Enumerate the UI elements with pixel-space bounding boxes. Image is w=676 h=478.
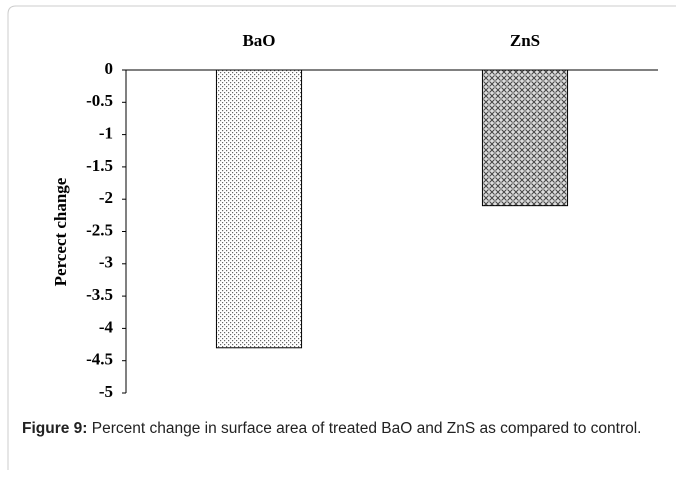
x-tick-label: ZnS	[510, 31, 540, 50]
y-tick-label: -1.5	[86, 156, 113, 175]
y-axis-label: Percect change	[51, 177, 70, 286]
y-tick-label: -5	[99, 382, 113, 401]
y-tick-label: -1	[99, 124, 113, 143]
y-tick-label: -0.5	[86, 91, 113, 110]
bar	[481, 69, 569, 207]
caption: Figure 9: Percent change in surface area…	[22, 418, 656, 440]
y-tick-label: -3	[99, 253, 113, 272]
y-tick-label: -4.5	[86, 350, 113, 369]
x-tick-label: BaO	[242, 31, 275, 50]
y-tick-label: -4	[99, 317, 114, 336]
y-tick-label: -3.5	[86, 285, 113, 304]
y-tick-label: -2	[99, 188, 113, 207]
y-tick-label: 0	[105, 59, 114, 78]
caption-text: Percent change in surface area of treate…	[91, 420, 642, 437]
frame	[7, 5, 676, 470]
caption-label: Figure 9:	[22, 420, 88, 437]
bar	[215, 69, 303, 349]
y-tick-label: -2.5	[86, 220, 113, 239]
